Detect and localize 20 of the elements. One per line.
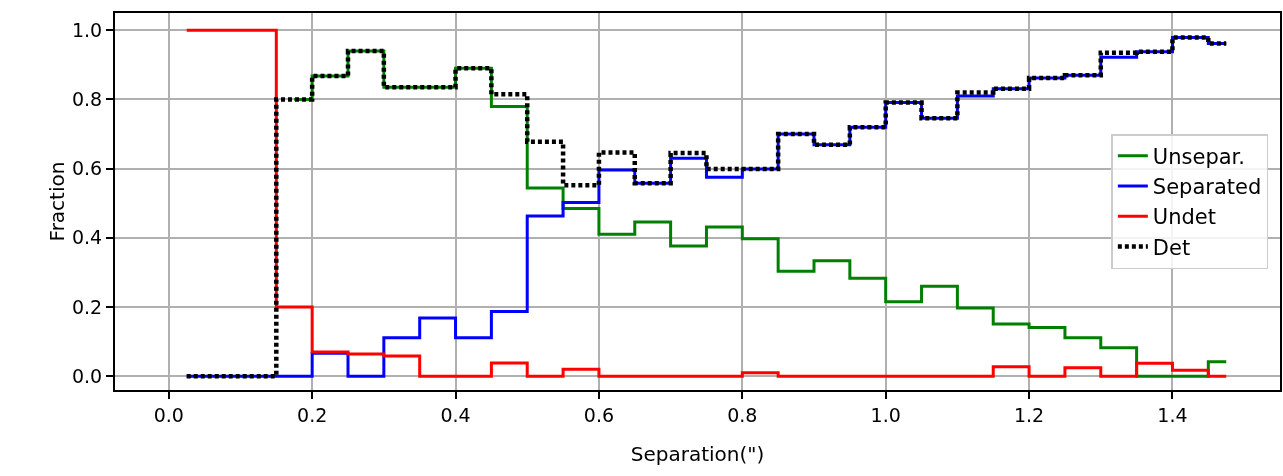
y-tick-label: 0.0 [71, 364, 103, 387]
x-tick-label: 0.2 [297, 403, 328, 426]
legend-label: Det [1152, 235, 1191, 260]
x-tick-label: 0.8 [727, 403, 758, 426]
y-tick-label: 0.8 [71, 88, 103, 111]
x-tick-label: 1.2 [1013, 403, 1045, 426]
x-tick-label: 0.6 [583, 403, 615, 426]
legend-label: Undet [1152, 205, 1217, 230]
y-tick-label: 0.6 [71, 157, 103, 180]
y-tick-label: 0.4 [71, 226, 103, 249]
x-tick-label: 1.0 [870, 403, 901, 426]
legend-label: Unsepar. [1152, 144, 1245, 169]
legend-label: Separated [1152, 175, 1262, 200]
x-tick-label: 0.4 [440, 403, 471, 426]
y-tick-label: 0.2 [71, 295, 103, 318]
y-axis-title: Fraction [45, 161, 69, 242]
x-axis-title: Separation(") [630, 442, 765, 466]
x-tick-label: 1.4 [1157, 403, 1188, 426]
y-tick-label: 1.0 [71, 18, 103, 41]
x-tick-label: 0.0 [153, 403, 184, 426]
